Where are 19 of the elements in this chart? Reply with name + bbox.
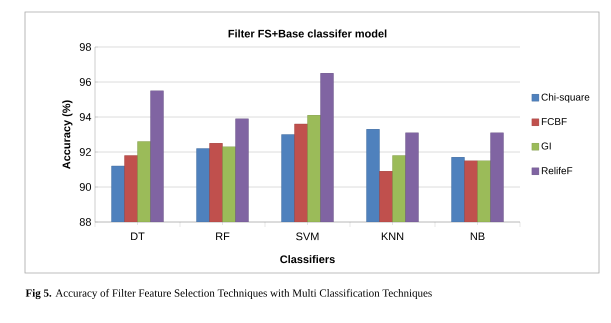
- x-axis-title: Classifiers: [280, 255, 335, 264]
- text: Fig 5. Accuracy of Filter Feature Selection Techniques with Multi Classification Techniques: [26, 288, 432, 300]
- legend-label: GI: [542, 142, 551, 150]
- chart-title: Filter FS+Base classifer model: [228, 29, 386, 38]
- y-axis-title: Accuracy (%): [62, 100, 72, 169]
- y-tick-label: 98: [80, 43, 91, 51]
- y-tick-label: 96: [80, 78, 91, 86]
- y-tick-label: 90: [80, 183, 92, 191]
- legend-label: RelifeF: [542, 166, 572, 174]
- y-tick-label: 92: [80, 148, 91, 156]
- x-tick-label: SVM: [296, 232, 318, 240]
- legend-label: FCBF: [542, 118, 567, 126]
- x-tick-label: NB: [470, 232, 485, 240]
- x-tick-label: RF: [216, 232, 230, 240]
- legend-label: Chi-square: [542, 93, 590, 103]
- x-tick-label: DT: [131, 232, 145, 240]
- y-tick-label: 88: [80, 218, 91, 226]
- x-tick-label: KNN: [382, 232, 404, 240]
- y-tick-label: 94: [80, 113, 92, 121]
